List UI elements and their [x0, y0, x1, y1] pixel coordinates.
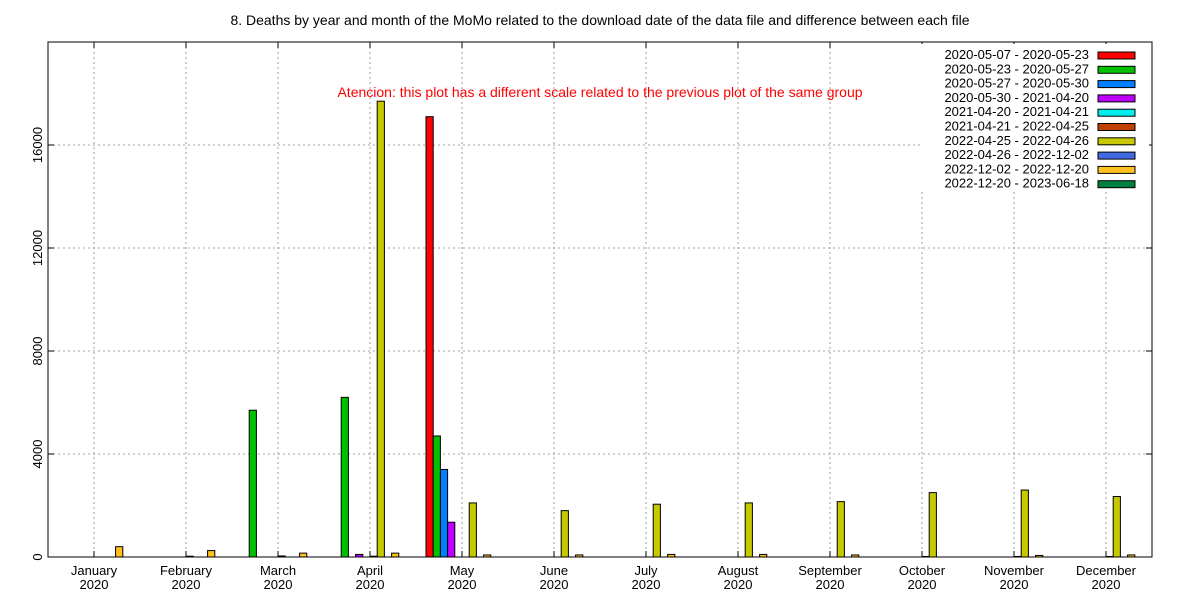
bar: [447, 521, 456, 558]
bar: [652, 503, 661, 558]
chart-annotation: Atencion: this plot has a different scal…: [337, 84, 862, 100]
legend-swatch: [1097, 137, 1136, 146]
bar: [340, 396, 349, 558]
legend-label: 2022-12-02 - 2022-12-20: [944, 161, 1089, 176]
bar: [1020, 489, 1029, 558]
bar: [248, 409, 257, 558]
bar: [425, 116, 434, 558]
bar: [299, 552, 308, 558]
x-tick-label-year: 2020: [356, 577, 385, 592]
legend-swatch: [1097, 165, 1136, 174]
legend-label: 2021-04-20 - 2021-04-21: [944, 104, 1089, 119]
x-axis: January2020February2020March2020April202…: [71, 42, 1137, 592]
bar: [376, 100, 385, 558]
legend-label: 2022-04-25 - 2022-04-26: [944, 133, 1089, 148]
x-tick-label-year: 2020: [264, 577, 293, 592]
bar: [928, 492, 937, 558]
x-tick-label-month: January: [71, 563, 118, 578]
x-tick-label-year: 2020: [1092, 577, 1121, 592]
x-tick-label-year: 2020: [632, 577, 661, 592]
legend-swatch: [1097, 94, 1136, 103]
y-tick-label: 0: [30, 553, 45, 560]
y-tick-label: 8000: [30, 337, 45, 366]
x-tick-label-month: March: [260, 563, 296, 578]
bar: [439, 468, 449, 558]
legend-label: 2020-05-27 - 2020-05-30: [944, 76, 1089, 91]
bar: [432, 435, 441, 558]
y-axis: 0 4000 8000 12000 16000: [30, 127, 1152, 561]
x-tick-label-month: February: [160, 563, 213, 578]
bar: [560, 510, 569, 558]
legend-swatch: [1097, 108, 1136, 117]
y-tick-label: 4000: [30, 440, 45, 469]
bar: [115, 546, 124, 558]
x-tick-label-month: May: [450, 563, 475, 578]
x-tick-label-month: August: [718, 563, 759, 578]
legend-label: 2022-04-26 - 2022-12-02: [944, 147, 1089, 162]
legend-label: 2021-04-21 - 2022-04-25: [944, 119, 1089, 134]
bar: [744, 502, 753, 558]
legend-swatch: [1097, 80, 1136, 89]
x-tick-label-month: July: [634, 563, 658, 578]
x-tick-label-month: December: [1076, 563, 1137, 578]
bar-series: [115, 100, 1136, 558]
legend-label: 2020-05-07 - 2020-05-23: [944, 47, 1089, 62]
x-tick-label-year: 2020: [724, 577, 753, 592]
x-tick-label-year: 2020: [816, 577, 845, 592]
legend-swatch: [1097, 65, 1136, 74]
legend-label: 2020-05-23 - 2020-05-27: [944, 61, 1089, 76]
legend-label: 2020-05-30 - 2021-04-20: [944, 90, 1089, 105]
bar: [836, 501, 845, 558]
x-tick-label-year: 2020: [172, 577, 201, 592]
x-tick-label-month: September: [798, 563, 862, 578]
plot-frame: [47, 41, 1153, 558]
x-tick-label-month: November: [984, 563, 1045, 578]
legend-swatch: [1097, 180, 1136, 189]
x-tick-label-year: 2020: [448, 577, 477, 592]
x-tick-label-year: 2020: [540, 577, 569, 592]
x-tick-label-year: 2020: [908, 577, 937, 592]
bar: [391, 552, 400, 558]
x-tick-label-month: April: [357, 563, 383, 578]
y-tick-label: 12000: [30, 230, 45, 266]
x-tick-label-month: October: [899, 563, 946, 578]
legend-swatch: [1097, 151, 1136, 160]
chart-title: 8. Deaths by year and month of the MoMo …: [230, 12, 969, 28]
bar: [468, 502, 477, 558]
bar: [1112, 495, 1121, 558]
x-tick-label-year: 2020: [1000, 577, 1029, 592]
legend-swatch: [1097, 123, 1136, 131]
legend-swatch: [1097, 51, 1136, 60]
x-tick-label-year: 2020: [80, 577, 109, 592]
x-tick-label-month: June: [540, 563, 568, 578]
y-tick-label: 16000: [30, 127, 45, 163]
legend-label: 2022-12-20 - 2023-06-18: [944, 176, 1089, 191]
bar: [207, 550, 216, 558]
